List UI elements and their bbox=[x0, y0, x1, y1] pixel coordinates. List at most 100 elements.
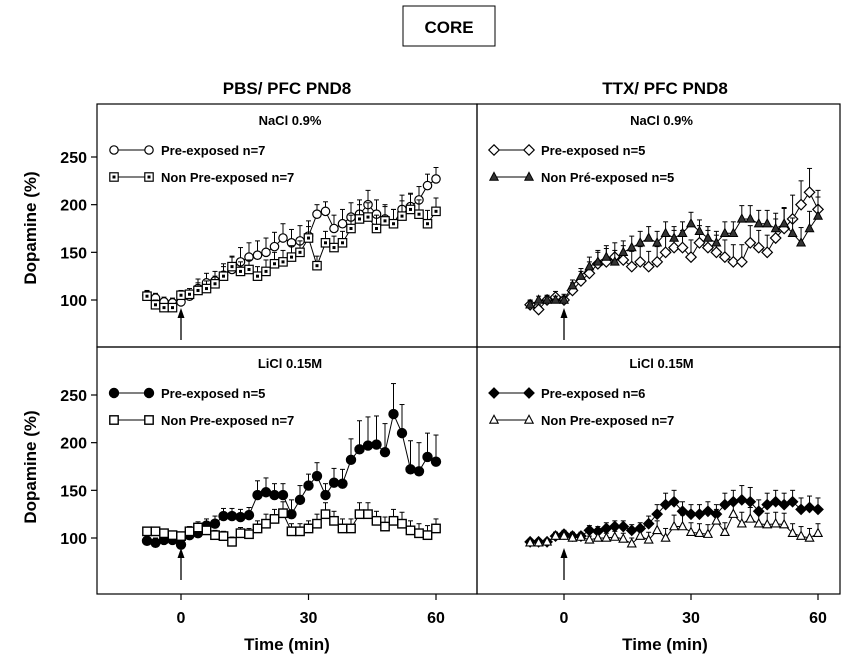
data-point-dot bbox=[366, 215, 370, 219]
data-point bbox=[422, 530, 433, 541]
data-point bbox=[193, 522, 203, 533]
legend-label: Non Pre-exposed n=7 bbox=[541, 413, 674, 428]
data-point bbox=[354, 509, 365, 520]
data-point bbox=[371, 439, 382, 450]
injection-arrow-head bbox=[177, 548, 185, 558]
data-point bbox=[812, 210, 824, 220]
data-point bbox=[278, 508, 288, 519]
legend-marker bbox=[144, 415, 154, 425]
data-point bbox=[753, 517, 764, 528]
data-point bbox=[669, 232, 680, 242]
data-point bbox=[762, 217, 773, 228]
data-point-dot bbox=[307, 236, 310, 240]
data-point bbox=[329, 223, 339, 234]
data-point bbox=[218, 531, 229, 541]
data-point bbox=[150, 526, 161, 537]
data-point bbox=[371, 515, 382, 526]
data-point bbox=[626, 241, 637, 252]
data-point bbox=[719, 227, 730, 237]
data-point bbox=[226, 510, 238, 522]
data-point bbox=[422, 451, 433, 463]
data-point bbox=[260, 487, 272, 498]
data-point bbox=[311, 470, 323, 482]
data-point bbox=[735, 493, 748, 506]
data-point bbox=[525, 536, 536, 547]
data-point-dot bbox=[205, 287, 208, 291]
data-point bbox=[643, 534, 654, 544]
data-point bbox=[693, 508, 706, 521]
panel-2: NaCl 0.9% Pre-exposed n=5 Non Pré-exposed … bbox=[476, 103, 841, 348]
data-point bbox=[252, 489, 263, 501]
data-point bbox=[431, 523, 441, 534]
legend-label: Pre-exposed n=7 bbox=[161, 143, 265, 158]
y-tick-label: 250 bbox=[60, 388, 87, 405]
data-point bbox=[235, 511, 246, 523]
figure-label: CORE bbox=[424, 18, 473, 37]
data-point bbox=[252, 250, 263, 260]
y-tick-label: 200 bbox=[60, 436, 87, 453]
data-point-dot bbox=[324, 241, 327, 245]
data-point-dot bbox=[281, 260, 285, 264]
data-point bbox=[150, 537, 161, 548]
data-point bbox=[176, 531, 186, 541]
data-point-dot bbox=[392, 222, 395, 226]
data-point bbox=[567, 532, 578, 542]
data-point bbox=[769, 495, 782, 508]
data-point bbox=[803, 186, 816, 199]
data-point bbox=[795, 198, 808, 211]
panel-title: NaCl 0.9% bbox=[259, 113, 322, 128]
data-point bbox=[286, 526, 297, 537]
data-point bbox=[618, 533, 629, 543]
data-point-dot bbox=[247, 267, 251, 271]
data-point bbox=[575, 531, 587, 541]
data-point-dot bbox=[264, 269, 268, 273]
data-point bbox=[770, 517, 781, 528]
data-point bbox=[701, 241, 714, 254]
x-tick-label: 30 bbox=[682, 610, 700, 627]
y-axis-label-top: Dopamine (%) bbox=[21, 171, 40, 284]
legend-marker bbox=[523, 414, 535, 424]
data-point bbox=[533, 294, 544, 304]
panel-4: LiCl 0.15M 0 30 60 Pre-exposed n=6 Non Pre-ex… bbox=[476, 346, 841, 627]
data-point bbox=[303, 523, 314, 534]
data-point-dot bbox=[434, 209, 438, 213]
legend-label: Non Pre-exposed n=7 bbox=[161, 413, 294, 428]
data-point bbox=[804, 532, 815, 542]
data-point bbox=[235, 528, 246, 539]
data-point bbox=[651, 508, 664, 521]
data-point bbox=[761, 246, 774, 259]
legend-marker bbox=[523, 171, 535, 181]
data-point bbox=[244, 529, 254, 540]
data-point-dot bbox=[196, 288, 200, 292]
data-point bbox=[286, 508, 297, 520]
data-point bbox=[252, 523, 263, 534]
panel-3: LiCl 0.15M 100 150 200 250 0 30 60 Pre-exposed n… bbox=[60, 346, 478, 627]
panel-title: LiCl 0.15M bbox=[629, 356, 693, 371]
data-point bbox=[354, 444, 365, 455]
x-tick-label: 30 bbox=[300, 610, 318, 627]
data-point bbox=[626, 537, 637, 548]
data-point bbox=[397, 518, 407, 529]
injection-arrow-head bbox=[560, 308, 568, 318]
data-point bbox=[337, 218, 348, 229]
y-tick-label: 150 bbox=[60, 245, 87, 262]
data-point bbox=[642, 517, 655, 530]
data-point bbox=[584, 534, 595, 544]
data-point bbox=[609, 256, 620, 266]
data-point-dot bbox=[409, 207, 412, 211]
legend-label: Pre-exposed n=5 bbox=[161, 386, 265, 401]
data-point bbox=[694, 527, 705, 537]
data-point bbox=[711, 237, 722, 247]
data-point bbox=[744, 236, 757, 249]
data-point-dot bbox=[230, 265, 234, 269]
injection-arrow-head bbox=[560, 548, 568, 558]
panel-title: LiCl 0.15M bbox=[258, 356, 322, 371]
data-point-dot bbox=[375, 227, 378, 230]
data-point bbox=[718, 251, 731, 264]
panel-frame bbox=[96, 103, 478, 348]
data-point bbox=[786, 495, 799, 508]
data-point bbox=[787, 227, 798, 237]
data-point bbox=[668, 495, 680, 508]
x-tick-label: 0 bbox=[560, 610, 569, 627]
